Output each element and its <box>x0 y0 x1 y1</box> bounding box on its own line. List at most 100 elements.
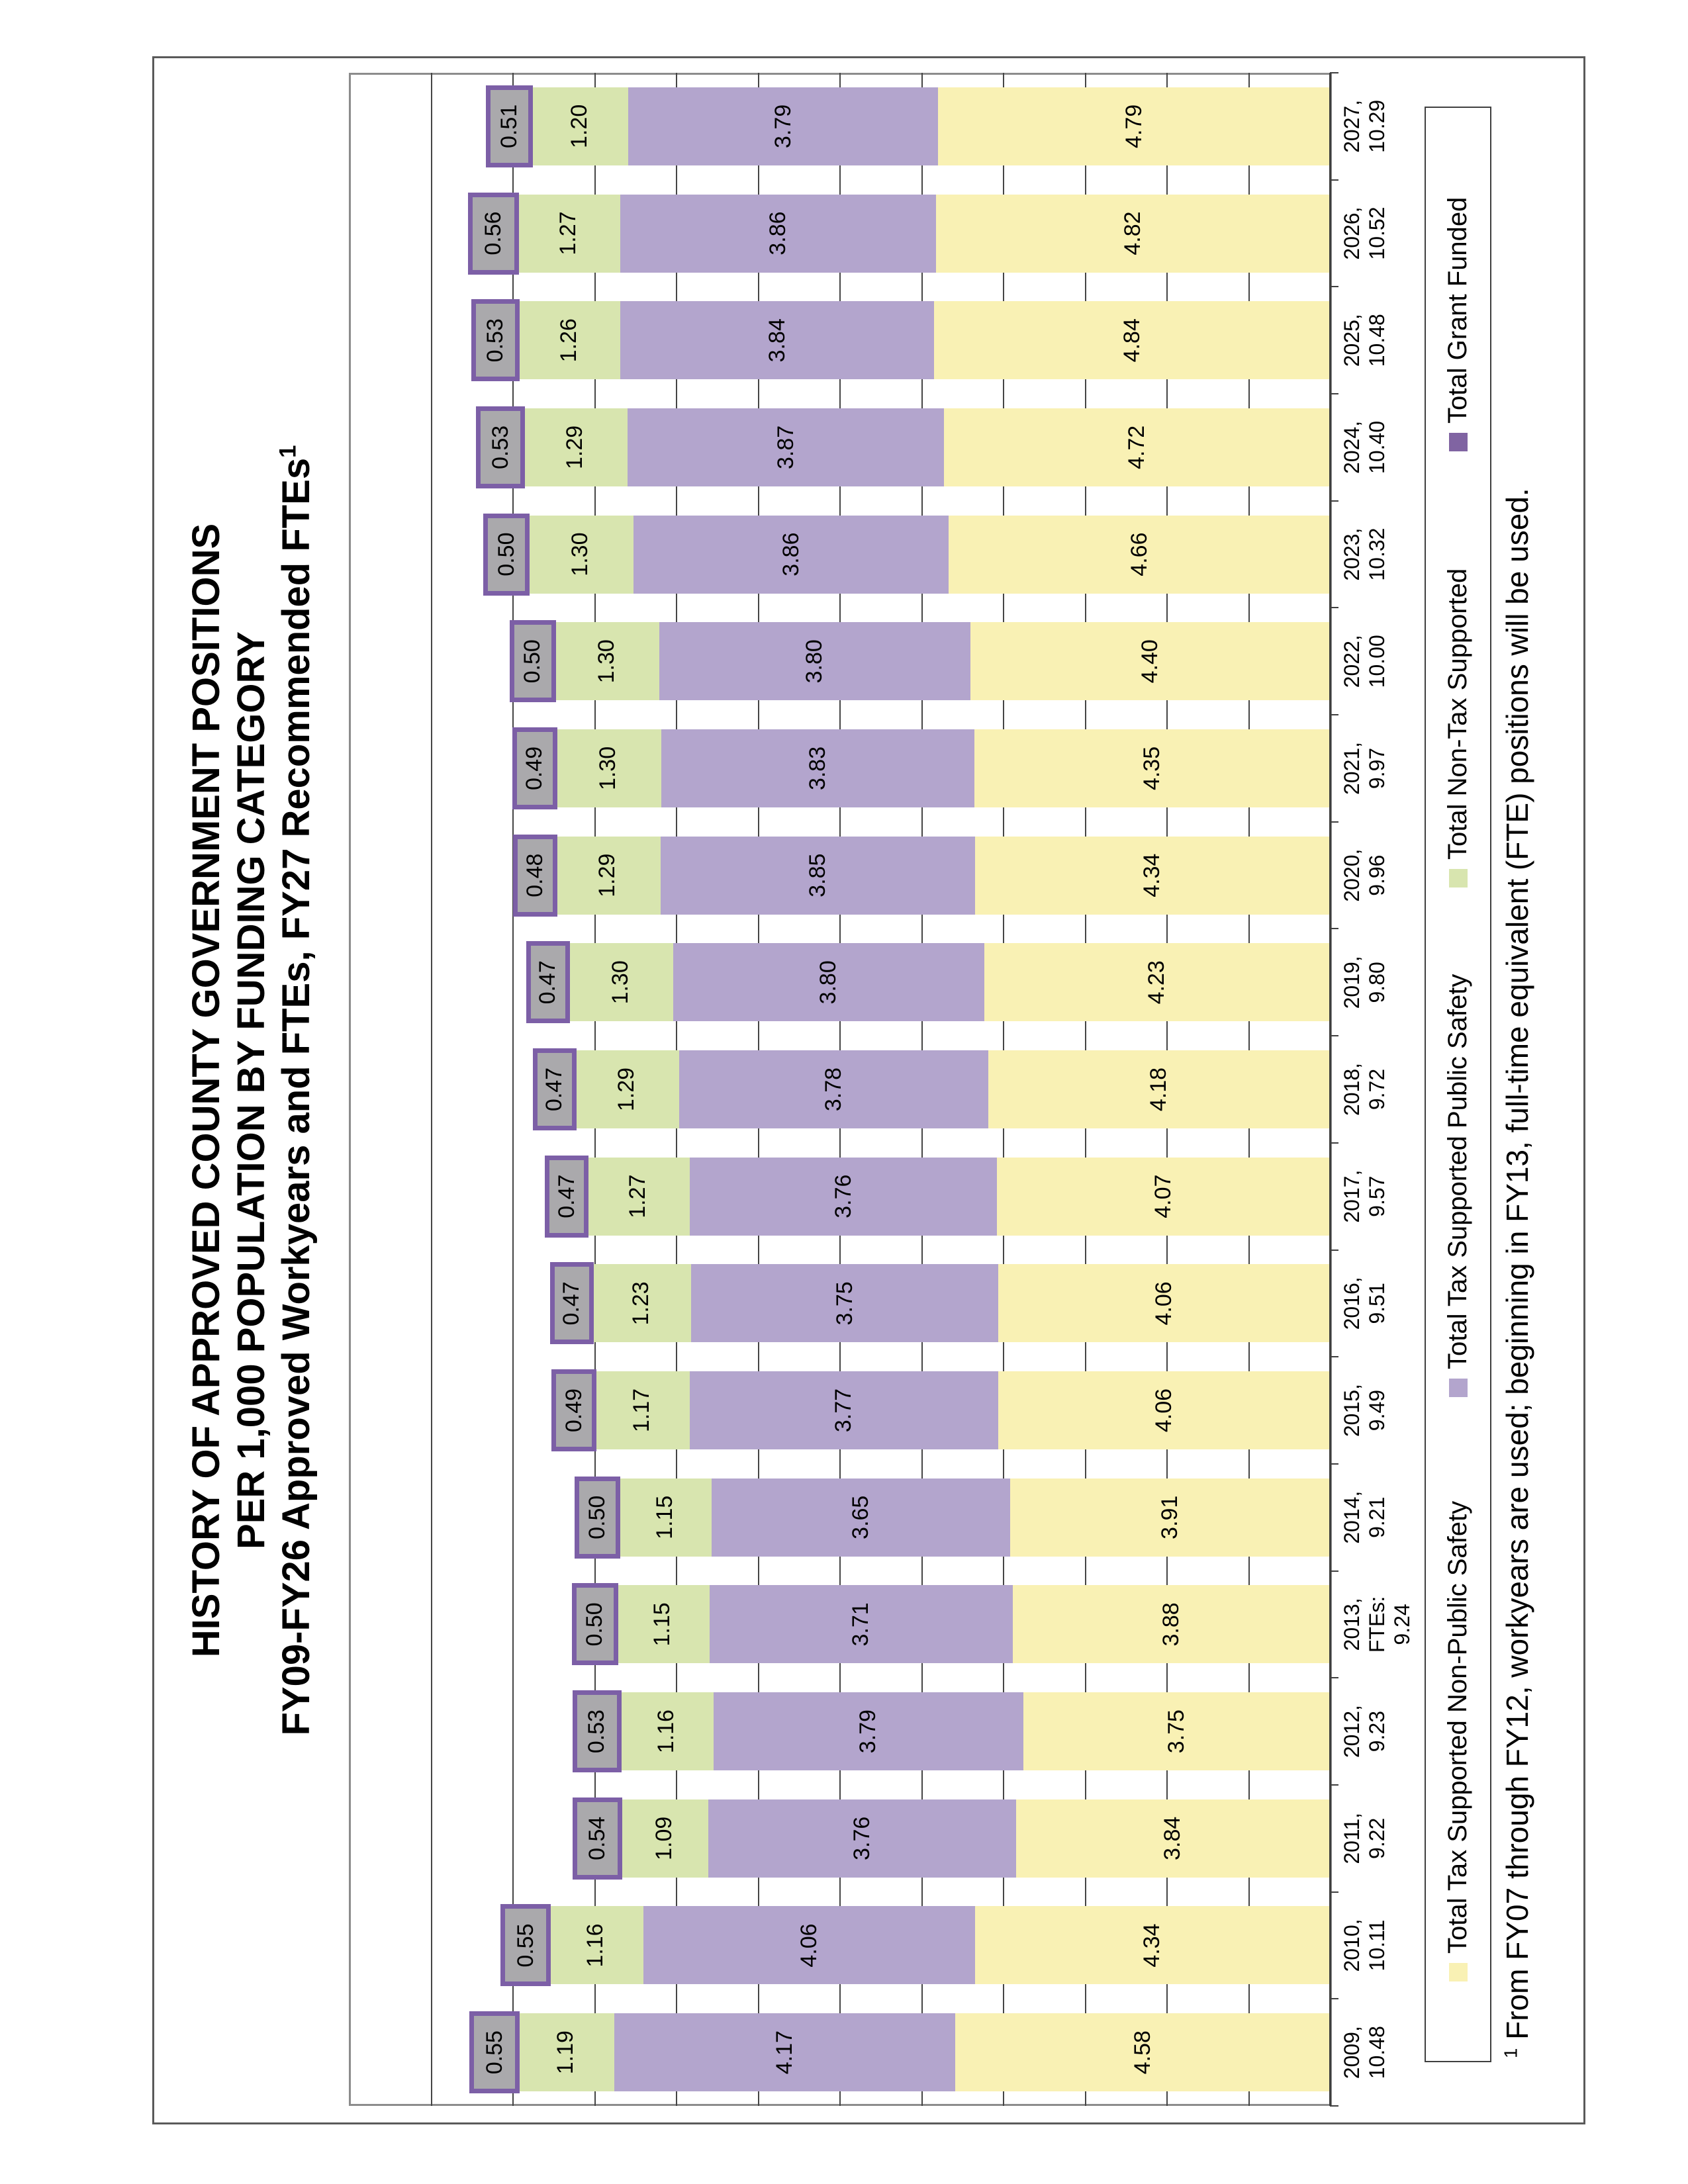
bar-value-label: 4.66 <box>1126 532 1152 576</box>
bar-segment-grant-funded: 0.55 <box>500 1904 551 1987</box>
bar-segment-tax-non-public-safety: 4.34 <box>975 836 1330 915</box>
bar-segment-tax-non-public-safety: 4.18 <box>988 1050 1330 1128</box>
x-axis-label-line: 2021, <box>1340 741 1364 795</box>
bar-segment-tax-public-safety: 3.84 <box>620 301 935 380</box>
legend-item: Total Tax Supported Public Safety <box>1426 974 1490 1397</box>
x-axis-label-line: 9.22 <box>1365 1817 1389 1859</box>
category-axis-tick <box>1330 714 1338 716</box>
bar-value-label: 0.50 <box>493 532 519 576</box>
bar-value-label: 1.15 <box>651 1495 677 1539</box>
bar-value-label: 3.79 <box>855 1709 881 1754</box>
bar-segment-tax-non-public-safety: 4.66 <box>949 515 1330 594</box>
bar-value-label: 1.30 <box>594 746 620 791</box>
x-axis-label-line: 9.24 <box>1390 1604 1414 1645</box>
bar-segment-tax-non-public-safety: 4.06 <box>998 1264 1330 1343</box>
x-axis-label: 2016, 9.51 <box>1339 1250 1389 1357</box>
x-axis-label-line: 10.00 <box>1365 635 1389 688</box>
legend-swatch-icon <box>1448 433 1468 451</box>
legend-swatch-icon <box>1448 869 1468 887</box>
x-axis-label-line: 2027, <box>1340 99 1364 153</box>
bar-value-label: 1.29 <box>561 425 587 469</box>
bar-value-label: 0.49 <box>522 746 547 791</box>
bar-value-label: 1.17 <box>629 1388 655 1433</box>
bar-value-label: 3.86 <box>765 211 790 255</box>
bar-segment-tax-public-safety: 3.71 <box>709 1585 1013 1664</box>
bar-segment-tax-non-public-safety: 4.79 <box>938 87 1330 165</box>
x-axis-label-line: 2023, <box>1340 527 1364 581</box>
x-axis-label-line: 2016, <box>1340 1277 1364 1330</box>
x-axis-label: 2018, 9.72 <box>1339 1036 1389 1143</box>
bar-segment-grant-funded: 0.49 <box>512 727 558 809</box>
x-axis-label-line: 2013, <box>1340 1598 1364 1651</box>
bar-segment-tax-non-public-safety: 4.34 <box>975 1906 1330 1985</box>
bar-segment-tax-non-public-safety: 4.84 <box>934 301 1330 380</box>
bar-segment-grant-funded: 0.47 <box>532 1048 577 1130</box>
bar-value-label: 3.84 <box>764 318 790 363</box>
bar-value-label: 3.75 <box>831 1281 857 1326</box>
bar-segment-tax-public-safety: 4.17 <box>614 2013 956 2092</box>
x-axis-label: 2020, 9.96 <box>1339 822 1389 929</box>
bar-value-label: 3.80 <box>802 639 827 684</box>
bar-segment-tax-public-safety: 3.86 <box>633 515 949 594</box>
legend-item: Total Tax Supported Non-Public Safety <box>1426 1501 1490 1981</box>
chart-title: HISTORY OF APPROVED COUNTY GOVERNMENT PO… <box>184 56 319 2124</box>
bar-value-label: 1.30 <box>607 960 633 1005</box>
x-axis-label-line: 10.32 <box>1365 527 1389 581</box>
x-axis-label-line: 10.48 <box>1365 2026 1389 2079</box>
bar-value-label: 1.29 <box>613 1067 639 1112</box>
legend-swatch-icon <box>1448 1963 1468 1981</box>
bar-value-label: 4.07 <box>1150 1174 1176 1218</box>
x-axis-label: 2026, 10.52 <box>1339 180 1389 287</box>
bar-segment-non-tax-supported: 1.23 <box>590 1264 692 1343</box>
bar-segment-tax-non-public-safety: 3.91 <box>1010 1478 1330 1557</box>
bar-segment-tax-public-safety: 3.77 <box>689 1371 998 1450</box>
legend-item: Total Non-Tax Supported <box>1426 569 1490 887</box>
bar-value-label: 4.35 <box>1139 746 1164 791</box>
bar-value-label: 4.23 <box>1144 960 1170 1005</box>
bar-value-label: 4.06 <box>1150 1281 1176 1326</box>
bar-segment-grant-funded: 0.53 <box>476 406 525 488</box>
x-axis-label-line: 2018, <box>1340 1062 1364 1116</box>
bar-segment-non-tax-supported: 1.29 <box>555 836 661 915</box>
bar-value-label: 0.53 <box>487 425 513 469</box>
bar-segment-grant-funded: 0.47 <box>545 1155 589 1238</box>
bar-segment-grant-funded: 0.54 <box>573 1797 622 1880</box>
bar-segment-tax-public-safety: 3.85 <box>660 836 975 915</box>
x-axis-label-line: 9.57 <box>1365 1175 1389 1217</box>
legend-label: Total Grant Funded <box>1443 197 1472 424</box>
bar-value-label: 0.50 <box>582 1602 608 1647</box>
bar-segment-non-tax-supported: 1.17 <box>594 1371 690 1450</box>
category-axis-tick <box>1330 1035 1338 1037</box>
bar-value-label: 1.15 <box>649 1602 675 1647</box>
bar-segment-tax-non-public-safety: 4.35 <box>974 729 1330 807</box>
value-gridline <box>430 73 432 2106</box>
category-axis-line <box>1329 73 1331 2106</box>
bar-segment-tax-non-public-safety: 4.06 <box>998 1371 1330 1450</box>
bar-value-label: 0.56 <box>481 211 506 255</box>
bar-value-label: 0.47 <box>535 960 561 1005</box>
bar-segment-grant-funded: 0.50 <box>571 1583 618 1666</box>
bar-segment-grant-funded: 0.50 <box>483 513 530 596</box>
bar-segment-tax-public-safety: 3.86 <box>620 194 936 273</box>
title-superscript: 1 <box>275 445 301 458</box>
category-axis-tick <box>1330 2105 1338 2107</box>
bar-value-label: 3.71 <box>848 1602 874 1647</box>
bar-segment-tax-non-public-safety: 3.88 <box>1012 1585 1330 1664</box>
bar-value-label: 1.16 <box>653 1709 679 1754</box>
rotated-chart-canvas: HISTORY OF APPROVED COUNTY GOVERNMENT PO… <box>152 56 1585 2124</box>
category-axis-tick <box>1330 1784 1338 1786</box>
bar-value-label: 3.76 <box>849 1816 875 1860</box>
bar-value-label: 4.34 <box>1139 853 1165 897</box>
legend-item: Total Grant Funded <box>1426 197 1490 451</box>
bar-value-label: 4.17 <box>772 2030 798 2075</box>
bar-value-label: 3.86 <box>778 532 804 576</box>
bar-segment-tax-public-safety: 3.65 <box>712 1478 1011 1557</box>
category-axis-tick <box>1330 1249 1338 1251</box>
bar-value-label: 3.79 <box>770 104 796 148</box>
bar-value-label: 4.34 <box>1139 1923 1165 1968</box>
x-axis-label-line: 10.40 <box>1365 420 1389 474</box>
bar-segment-non-tax-supported: 1.29 <box>573 1050 679 1128</box>
bar-value-label: 1.26 <box>555 318 581 363</box>
bar-value-label: 1.29 <box>594 853 620 897</box>
x-axis-label: 2010, 10.11 <box>1339 1892 1389 1999</box>
